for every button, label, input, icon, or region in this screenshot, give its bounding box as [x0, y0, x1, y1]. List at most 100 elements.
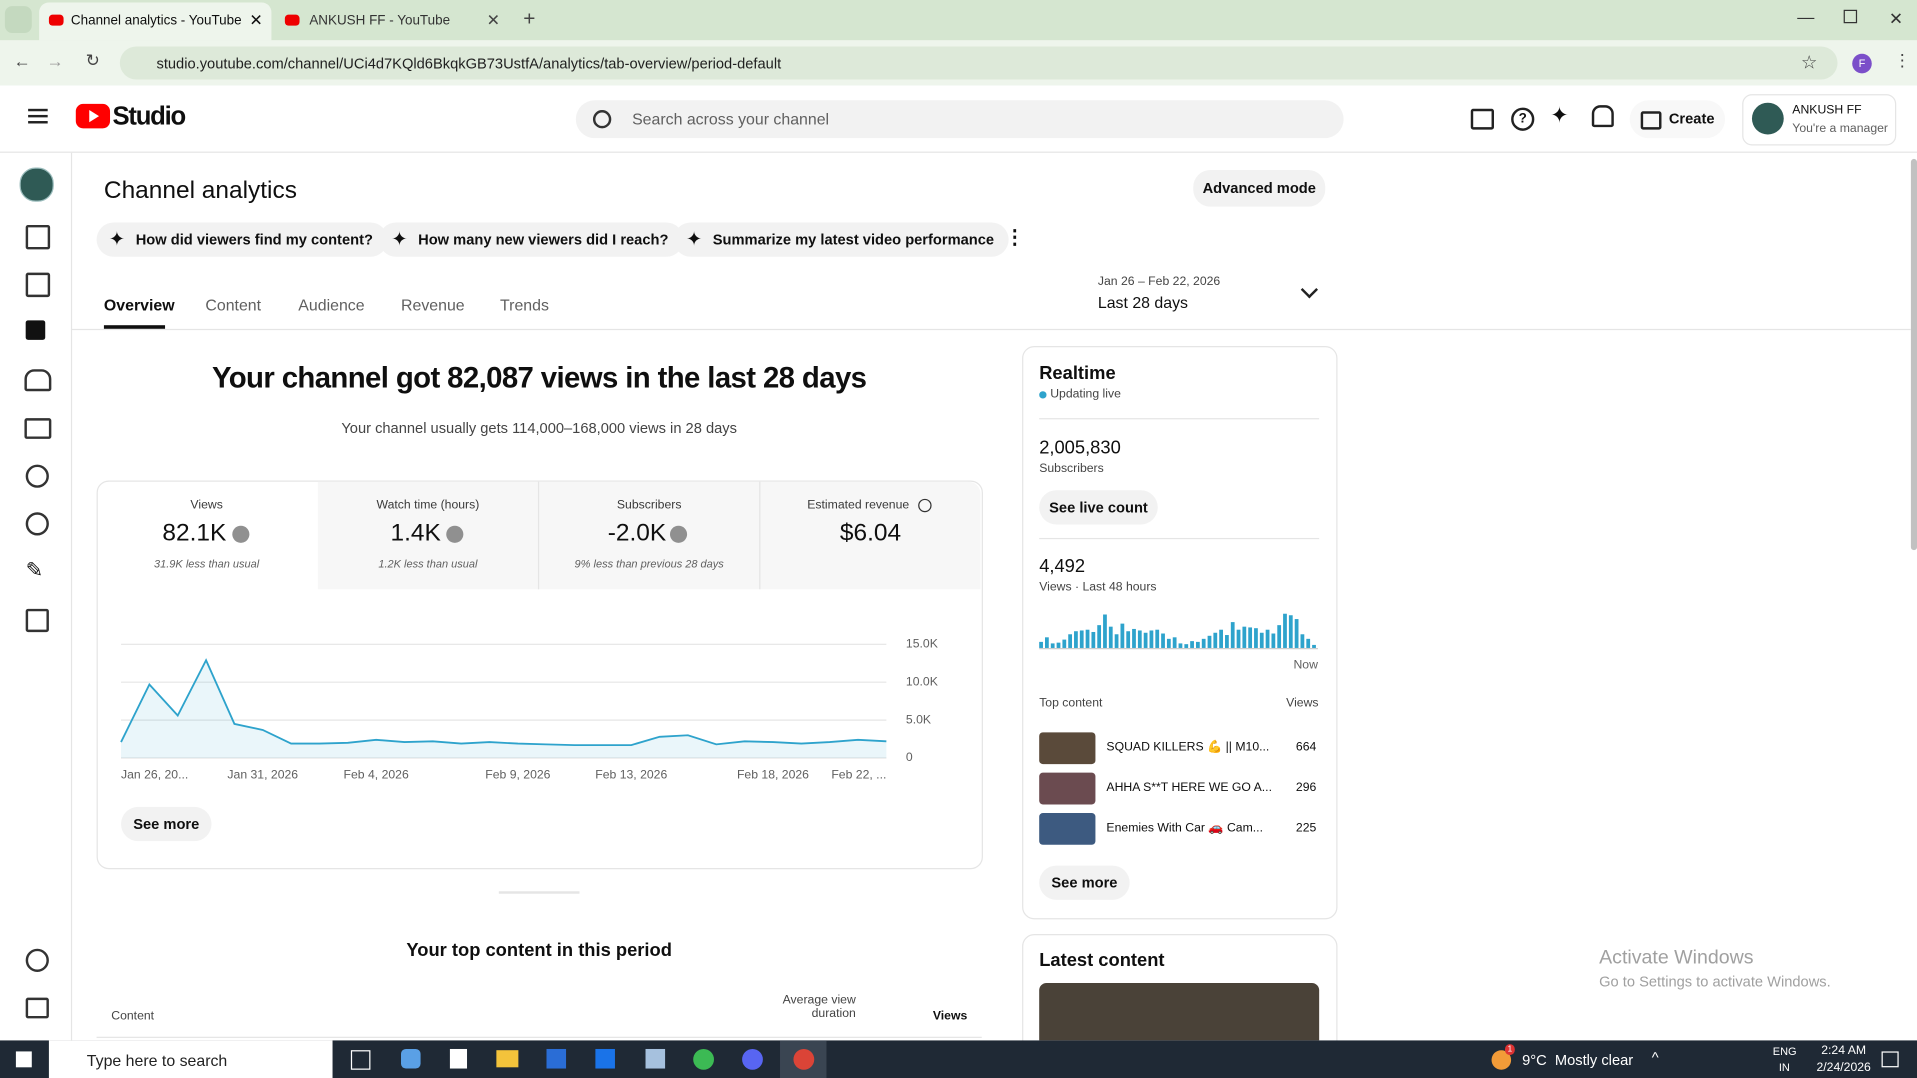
activate-title: Activate Windows	[1599, 947, 1754, 969]
realtime-title: Realtime	[1039, 363, 1116, 384]
tab-strip: Channel analytics - YouTube St ✕ ANKUSH …	[0, 0, 1917, 41]
divider	[96, 1036, 982, 1038]
latest-thumbnail[interactable]	[1039, 982, 1320, 1041]
customize-icon[interactable]: ✎	[25, 558, 44, 582]
thumbnail[interactable]	[1039, 732, 1096, 765]
minimize[interactable]: —	[1797, 7, 1815, 27]
app-icon[interactable]	[595, 1048, 615, 1069]
more-menu[interactable]: ⋮	[1004, 227, 1025, 249]
metric-value: $6.04	[839, 519, 902, 547]
clock-time[interactable]: 2:24 AM	[1821, 1044, 1867, 1058]
earn-icon[interactable]	[25, 512, 49, 536]
dashboard-icon[interactable]	[25, 224, 51, 250]
start-button[interactable]	[15, 1051, 32, 1068]
ask-chip[interactable]: How did viewers find my content?	[96, 222, 388, 257]
comments-icon[interactable]	[1470, 108, 1494, 130]
sparkle-icon[interactable]: ✦	[1550, 102, 1569, 128]
chrome-icon[interactable]	[693, 1048, 714, 1070]
reload[interactable]: ↻	[85, 50, 100, 70]
metric-note: 1.2K less than usual	[378, 557, 478, 570]
see-more[interactable]: See more	[121, 806, 212, 842]
channel-avatar[interactable]	[19, 167, 54, 202]
metric-note: 9% less than previous 28 days	[574, 557, 724, 570]
taskbar-search[interactable]: Type here to search	[48, 1040, 333, 1078]
tab-title[interactable]: ANKUSH FF - YouTube	[309, 13, 451, 29]
see-live-count[interactable]: See live count	[1039, 490, 1158, 525]
tab-title: Channel analytics - YouTube St	[70, 13, 243, 29]
active-app[interactable]	[780, 1040, 827, 1078]
content-title[interactable]: Enemies With Car 🚗 Cam...	[1106, 821, 1263, 836]
back[interactable]: ←	[13, 51, 31, 71]
account-role: You're a manager	[1792, 122, 1888, 136]
new-tab[interactable]: +	[523, 7, 536, 31]
lang[interactable]: ENG	[1772, 1045, 1797, 1058]
app-icon[interactable]	[546, 1048, 567, 1069]
bookmark[interactable]: ☆	[1800, 52, 1818, 74]
account-switcher[interactable]: ANKUSH FF You're a manager	[1742, 94, 1897, 146]
yt-logo[interactable]	[75, 103, 111, 129]
weather[interactable]: 9°C Mostly clear	[1522, 1051, 1634, 1069]
app-icon[interactable]	[496, 1050, 519, 1068]
content-icon[interactable]	[25, 272, 51, 298]
section-title: Your top content in this period	[406, 940, 672, 961]
notifications[interactable]	[1881, 1051, 1899, 1068]
advanced-mode[interactable]: Advanced mode	[1193, 169, 1326, 207]
audio-icon[interactable]	[25, 608, 49, 633]
omnibox[interactable]: studio.youtube.com/channel/UCi4d7KQld6Bk…	[119, 46, 1838, 80]
subtitles-icon[interactable]	[24, 418, 52, 439]
thumbnail[interactable]	[1039, 772, 1096, 805]
app-icon[interactable]	[742, 1048, 763, 1070]
settings-icon[interactable]	[25, 948, 49, 972]
metric-label[interactable]: Subscribers	[616, 498, 682, 513]
thumbnail[interactable]	[1039, 813, 1096, 845]
close-window[interactable]: ✕	[1888, 8, 1904, 29]
content-title[interactable]: SQUAD KILLERS 💪 || M10...	[1106, 740, 1270, 755]
analytics-tab[interactable]: Revenue	[401, 295, 465, 315]
create-button[interactable]: Create	[1629, 100, 1726, 139]
analytics-tab[interactable]: Audience	[298, 295, 365, 315]
weather-icon[interactable]	[1491, 1050, 1512, 1070]
live-dot	[1039, 391, 1047, 399]
page-title: Channel analytics	[103, 177, 297, 205]
content-title[interactable]: AHHA S**T HERE WE GO A...	[1106, 781, 1272, 795]
ask-chip[interactable]: How many new viewers did I reach?	[378, 222, 684, 257]
help-icon[interactable]: ?	[1511, 107, 1535, 131]
metric-label[interactable]: Watch time (hours)	[376, 498, 480, 513]
bell-icon[interactable]	[1591, 105, 1614, 128]
profile[interactable]: F	[1852, 53, 1872, 74]
app-icon[interactable]	[449, 1048, 468, 1069]
analytics-tab[interactable]: Content	[205, 295, 262, 315]
community-icon[interactable]	[24, 369, 52, 392]
app-icon[interactable]	[401, 1048, 421, 1069]
copyright-icon[interactable]	[25, 464, 49, 488]
ask-chip[interactable]: Summarize my latest video performance	[673, 222, 1009, 257]
restore[interactable]	[1843, 9, 1858, 24]
task-view[interactable]	[350, 1050, 371, 1070]
active-tab[interactable]: Channel analytics - YouTube St ✕	[39, 2, 272, 41]
column-header: Content	[111, 1009, 155, 1024]
feedback-icon[interactable]	[25, 997, 49, 1019]
analytics-tab[interactable]: Overview	[103, 295, 175, 315]
see-more[interactable]: See more	[1039, 865, 1130, 900]
period[interactable]: Last 28 days	[1097, 293, 1189, 312]
menu[interactable]: ⋮	[1893, 50, 1911, 70]
tab-close[interactable]: ✕	[486, 11, 500, 30]
search-box[interactable]: Search across your channel	[575, 100, 1344, 139]
metric-value: 82.1K	[162, 519, 227, 547]
forward[interactable]: →	[46, 51, 64, 71]
weather-badge: 1	[1504, 1044, 1515, 1056]
hamburger[interactable]	[28, 108, 48, 112]
metric-label[interactable]: Estimated revenue	[807, 498, 910, 513]
period-dropdown[interactable]	[1300, 281, 1319, 299]
analytics-tab[interactable]: Trends	[500, 295, 549, 315]
app-icon[interactable]	[645, 1048, 666, 1069]
favicon	[48, 14, 64, 26]
tab-close[interactable]: ✕	[249, 11, 263, 30]
metric-label[interactable]: Views	[190, 498, 223, 513]
content-views: 664	[1295, 740, 1317, 755]
tab-menu[interactable]	[4, 6, 32, 34]
date-range[interactable]: Jan 26 – Feb 22, 2026	[1097, 275, 1221, 289]
views-48h-label: Views · Last 48 hours	[1039, 580, 1157, 595]
tray-arrow[interactable]: ^	[1651, 1048, 1659, 1067]
analytics-icon[interactable]	[25, 320, 46, 340]
